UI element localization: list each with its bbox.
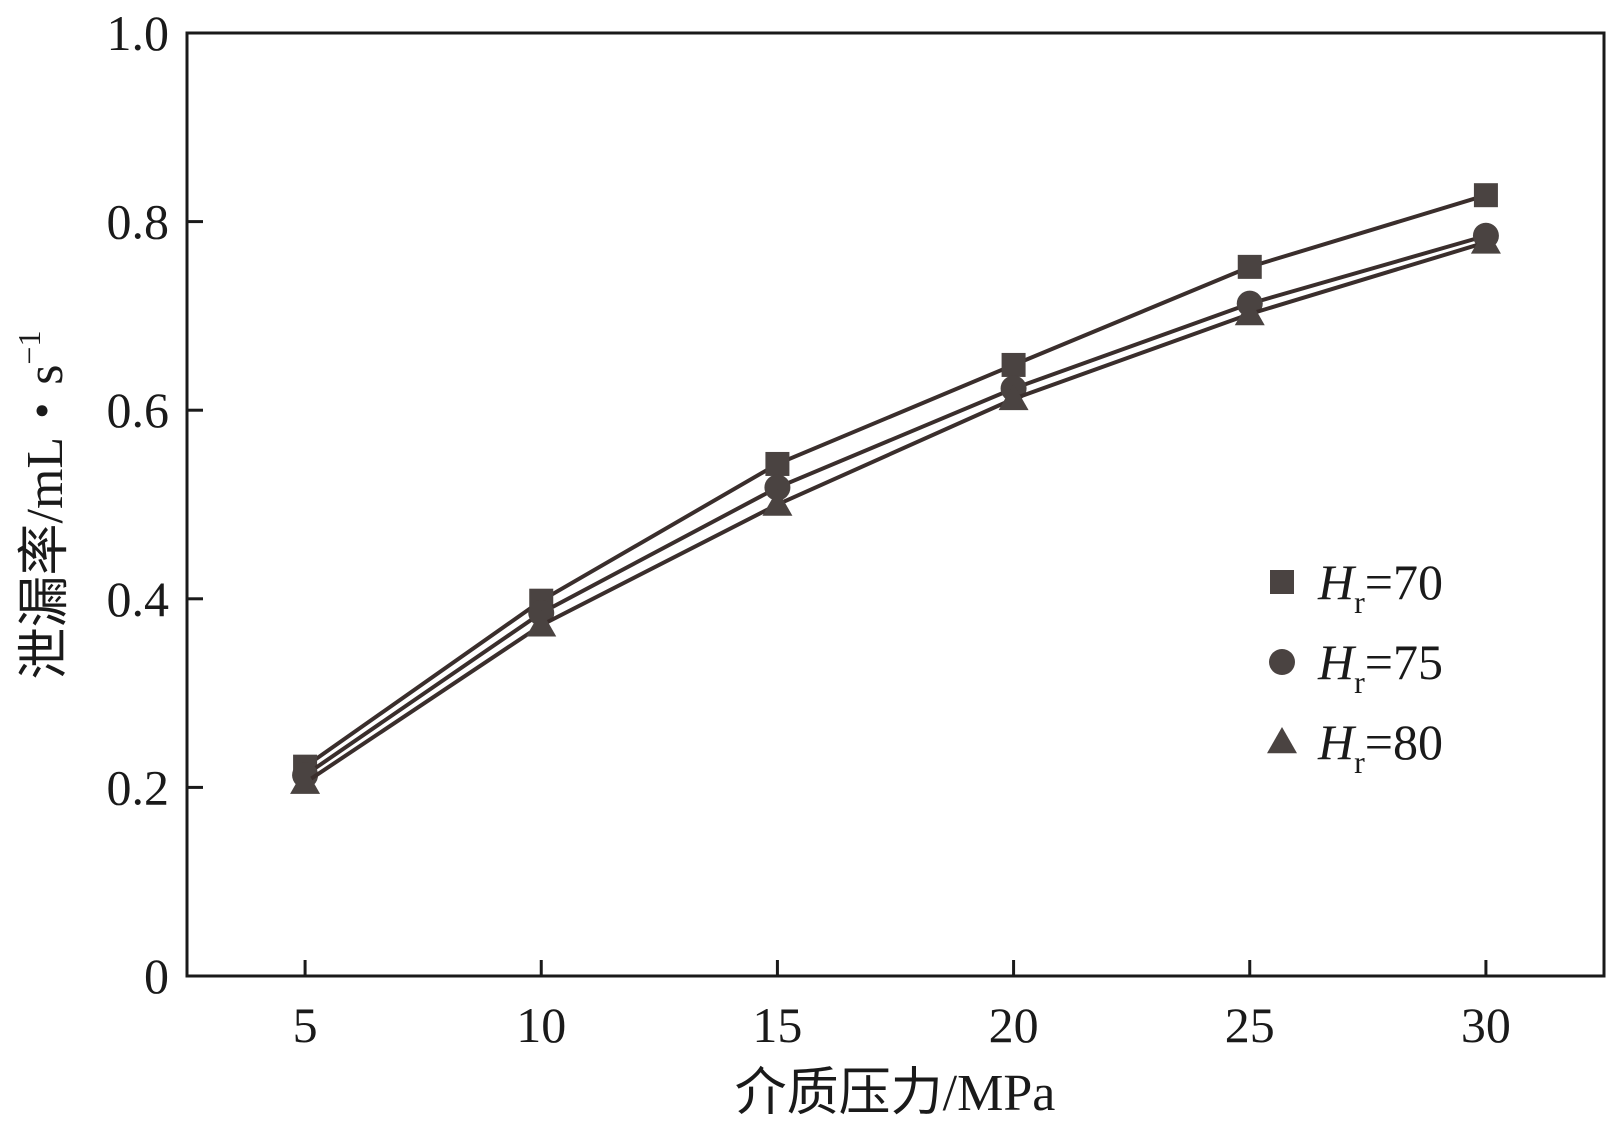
series-1 [292,222,1499,789]
x-tick-label: 15 [752,997,802,1053]
y-axis-title: 泄漏率/mL・s [17,365,74,680]
data-point-triangle [1470,227,1501,254]
series-line [303,233,1487,777]
legend-label-sub: r [1354,664,1365,700]
x-tick-label: 20 [989,997,1039,1053]
y-axis: 0 0.2 0.4 0.6 0.8 1.0 [107,5,203,1004]
legend-label-suffix: =75 [1365,634,1443,690]
legend-label: Hr=70 [1317,554,1443,620]
legend-label-suffix: =70 [1365,554,1443,610]
data-point-square [1237,254,1262,279]
legend-label-sub: r [1354,584,1365,620]
data-point-triangle [998,383,1029,411]
data-point-square [1001,352,1026,377]
legend-marker-triangle [1267,727,1297,754]
x-axis: 5 10 15 20 25 30 [293,960,1511,1053]
legend-item: Hr=75 [1269,634,1443,700]
legend-label: Hr=75 [1317,634,1443,700]
y-tick-label: 0.8 [107,194,170,250]
legend-label-main: H [1317,714,1357,770]
data-point-triangle [762,489,793,516]
legend-marker-circle [1269,649,1295,675]
x-tick-label: 25 [1225,997,1275,1053]
series-2 [290,227,1501,794]
svg-text:泄漏率/mL・s−1: 泄漏率/mL・s−1 [11,331,74,680]
legend-label-sub: r [1354,744,1365,780]
y-tick-label: 0 [144,948,169,1004]
x-tick-label: 30 [1461,997,1511,1053]
series-layer [290,183,1501,794]
data-point-triangle [290,767,321,794]
legend-item: Hr=70 [1270,554,1443,620]
y-axis-title-group: 泄漏率/mL・s−1 [11,331,74,680]
x-axis-title: 介质压力/MPa [735,1065,1056,1122]
y-tick-label: 0.4 [107,571,170,627]
plot-frame [185,31,1606,978]
data-point-circle [764,474,791,501]
data-point-square [765,451,790,476]
y-tick-label: 0.2 [107,759,170,815]
x-tick-label: 10 [516,997,566,1053]
y-axis-title-exponent: −1 [11,331,47,365]
series-line [303,240,1487,785]
data-point-square [1473,183,1498,208]
data-point-triangle [1234,299,1265,326]
legend-marker-square [1270,570,1294,594]
series-line [303,193,1487,769]
x-tick-label: 5 [293,997,318,1053]
legend-label-main: H [1317,554,1357,610]
y-tick-label: 1.0 [107,5,170,61]
legend-item: Hr=80 [1267,714,1443,780]
legend-label-suffix: =80 [1365,714,1443,770]
legend-label: Hr=80 [1317,714,1443,780]
legend-label-main: H [1317,634,1357,690]
y-tick-label: 0.6 [107,382,170,438]
data-point-triangle [526,610,557,637]
